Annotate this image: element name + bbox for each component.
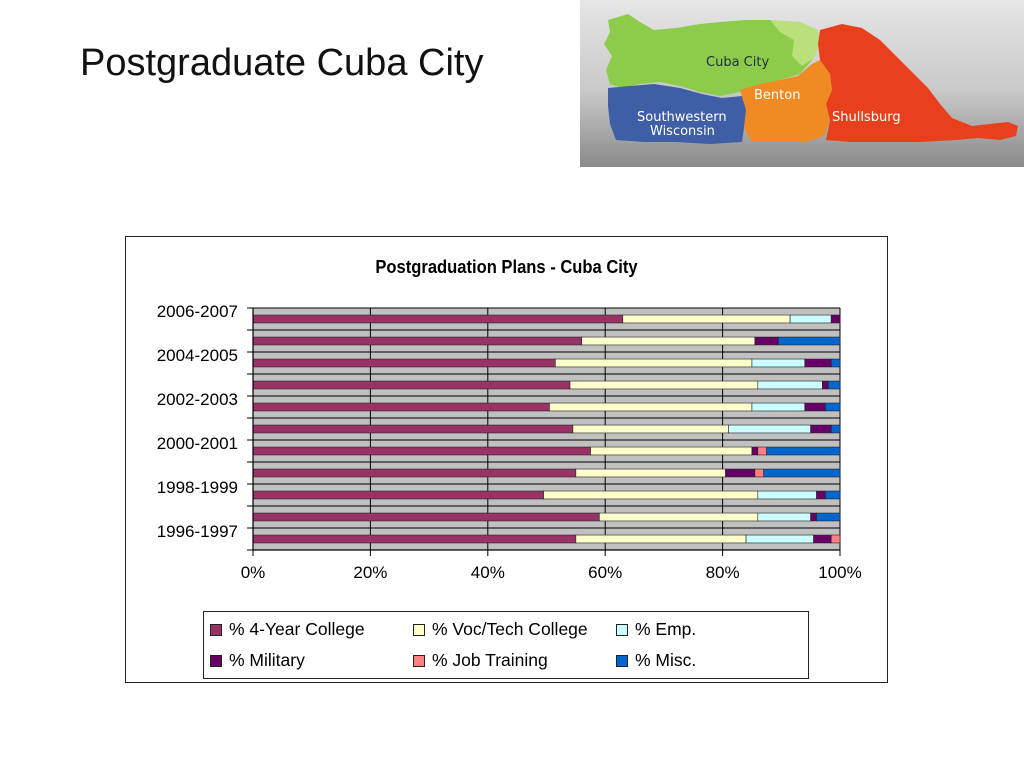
bar-segment — [825, 490, 841, 500]
bar-segment — [763, 468, 841, 478]
legend-label: % Military — [229, 650, 305, 670]
bar-segment — [549, 402, 753, 412]
bar-segment — [789, 314, 832, 324]
x-tick-label: 100% — [818, 563, 861, 582]
x-tick-label: 60% — [588, 563, 622, 582]
bar-segment — [252, 402, 550, 412]
bar-segment — [252, 534, 577, 544]
bar-segment — [751, 446, 759, 456]
bar-segment — [728, 424, 811, 434]
bar-segment — [804, 402, 826, 412]
legend-swatch — [413, 654, 425, 667]
bar-segment — [725, 468, 756, 478]
bar-segment — [252, 512, 600, 522]
bar-segment — [830, 314, 841, 324]
chart-title: Postgraduation Plans - Cuba City — [375, 257, 638, 277]
bar-segment — [575, 468, 726, 478]
map-region-cuba-city-north — [770, 20, 820, 66]
legend-swatch — [210, 654, 222, 667]
bar-segment — [751, 358, 806, 368]
y-tick-label: 1996-1997 — [157, 522, 238, 541]
bar-segment — [581, 336, 756, 346]
x-tick-label: 0% — [241, 563, 266, 582]
legend-swatch — [413, 623, 425, 636]
bar-segment — [754, 336, 779, 346]
legend-item: % 4-Year College — [210, 619, 365, 640]
bar-segment — [757, 512, 811, 522]
bar-segment — [252, 468, 577, 478]
legend-item: % Military — [210, 650, 305, 671]
map-label-southwestern-1: Southwestern — [637, 110, 727, 125]
x-tick-label: 80% — [706, 563, 740, 582]
legend-item: % Job Training — [413, 650, 548, 671]
y-tick-label: 2006-2007 — [157, 302, 238, 321]
legend-label: % Emp. — [635, 619, 697, 639]
bar-segment — [745, 534, 814, 544]
bar-segment — [555, 358, 753, 368]
region-map: Cuba City Southwestern Wisconsin Benton … — [580, 0, 1024, 167]
stacked-bar-chart: 0% 20% 40% 60% 80% 100% 1996-1997 1998-1999 2000… — [157, 302, 862, 582]
y-tick-label: 2000-2001 — [157, 434, 238, 453]
y-tick-label: 2002-2003 — [157, 390, 238, 409]
bar-segment — [810, 424, 832, 434]
legend-swatch — [616, 623, 628, 636]
bar-segment — [830, 358, 841, 368]
bar-segment — [252, 424, 574, 434]
bar-segment — [827, 380, 841, 390]
slide-title: Postgraduate Cuba City — [80, 42, 484, 84]
bar-segment — [575, 534, 747, 544]
bar-segment — [766, 446, 841, 456]
legend-label: % Voc/Tech College — [432, 619, 588, 639]
bar-segment — [804, 358, 832, 368]
bar-segment — [754, 468, 764, 478]
bar-segment — [830, 534, 841, 544]
bar-segment — [622, 314, 791, 324]
legend-swatch — [616, 654, 628, 667]
legend-label: % Job Training — [432, 650, 548, 670]
bar-segment — [572, 424, 729, 434]
bar-segment — [757, 380, 823, 390]
bar-segment — [543, 490, 759, 500]
bar-segment — [816, 490, 826, 500]
bar-segment — [757, 446, 767, 456]
map-region-cuba-city — [604, 14, 816, 96]
map-label-cuba-city: Cuba City — [706, 55, 769, 70]
legend-item: % Misc. — [616, 650, 696, 671]
bar-segment — [810, 512, 817, 522]
map-region-shullsburg — [818, 24, 1018, 142]
chart-frame: Postgraduation Plans - Cuba City 0% 20% 40… — [125, 236, 888, 683]
map-region-benton — [740, 60, 832, 142]
legend-item: % Emp. — [616, 619, 696, 640]
x-tick-label: 40% — [471, 563, 505, 582]
y-tick-label: 2004-2005 — [157, 346, 238, 365]
bar-segment — [825, 402, 841, 412]
bar-segment — [252, 380, 571, 390]
map-region-southwestern — [608, 84, 746, 144]
bar-segment — [751, 402, 806, 412]
map-label-benton: Benton — [754, 88, 800, 103]
bar-segment — [813, 534, 832, 544]
legend-label: % Misc. — [635, 650, 697, 670]
bar-segment — [252, 314, 624, 324]
chart-legend: % 4-Year College % Voc/Tech College % Emp.… — [203, 611, 809, 679]
legend-label: % 4-Year College — [229, 619, 365, 639]
bar-segment — [599, 512, 759, 522]
bar-segment — [830, 424, 841, 434]
bar-segment — [252, 490, 544, 500]
map-label-southwestern-2: Wisconsin — [650, 124, 715, 139]
bar-segment — [778, 336, 841, 346]
bar-segment — [252, 336, 583, 346]
bar-segment — [757, 490, 817, 500]
bar-segment — [252, 358, 556, 368]
legend-item: % Voc/Tech College — [413, 619, 588, 640]
legend-swatch — [210, 623, 222, 636]
bar-segment — [590, 446, 753, 456]
bar-segment — [822, 380, 829, 390]
x-tick-label: 20% — [353, 563, 387, 582]
bar-segment — [252, 446, 591, 456]
bar-segment — [569, 380, 759, 390]
y-tick-label: 1998-1999 — [157, 478, 238, 497]
map-label-shullsburg: Shullsburg — [832, 110, 901, 125]
bar-segment — [816, 512, 841, 522]
